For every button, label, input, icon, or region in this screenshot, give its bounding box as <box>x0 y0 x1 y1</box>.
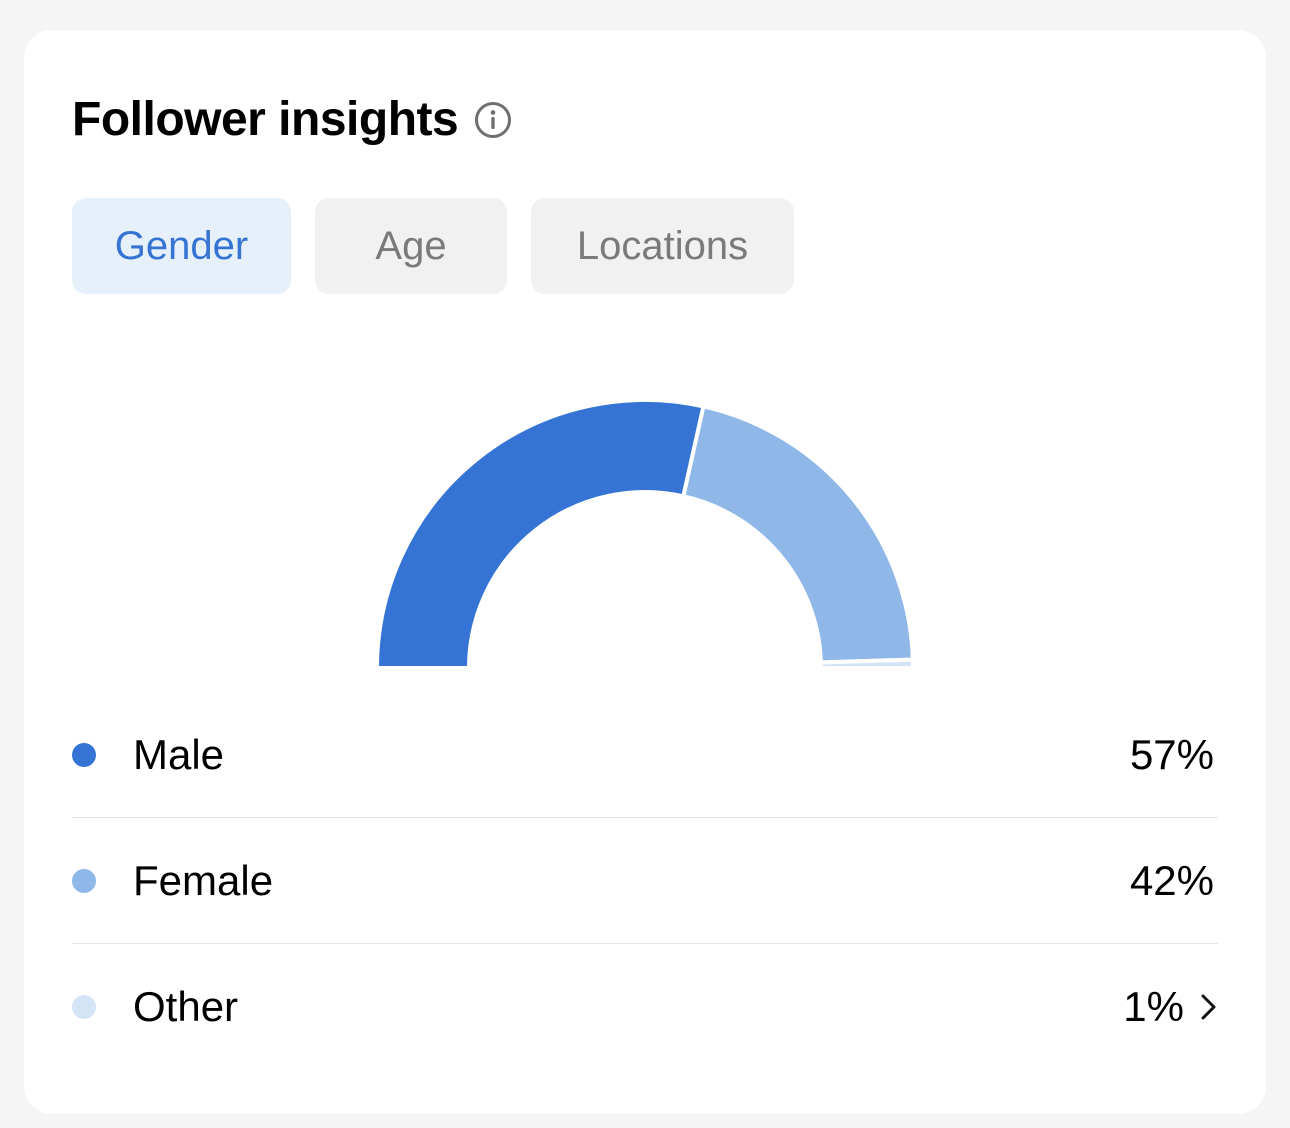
card-header: Follower insights <box>72 92 512 147</box>
tab-bar: Gender Age Locations <box>72 198 794 294</box>
slice-female <box>681 404 915 665</box>
legend-dot-other <box>72 995 96 1019</box>
legend-label-female: Female <box>133 856 274 904</box>
tab-locations[interactable]: Locations <box>531 198 794 294</box>
tab-gender[interactable]: Gender <box>72 198 291 294</box>
legend-label-male: Male <box>133 730 225 778</box>
legend-dot-male <box>72 742 96 767</box>
gender-legend: Male 57% Female 42% Other 1% <box>72 692 1218 1070</box>
gender-half-donut-chart <box>374 398 916 670</box>
legend-row-male: Male 57% <box>72 692 1218 818</box>
info-icon[interactable] <box>474 101 512 139</box>
legend-dot-female <box>72 868 96 893</box>
legend-row-female: Female 42% <box>72 818 1218 944</box>
legend-value-female: 42% <box>1129 856 1214 904</box>
tab-age[interactable]: Age <box>315 198 507 294</box>
legend-value-other: 1% <box>1123 983 1184 1030</box>
slice-other <box>818 657 916 670</box>
legend-row-other[interactable]: Other 1% <box>72 944 1218 1070</box>
card-title: Follower insights <box>72 93 459 146</box>
legend-label-other: Other <box>133 983 239 1030</box>
follower-insights-card: Follower insights Gender Age Locations M… <box>24 30 1266 1114</box>
chevron-right-icon[interactable] <box>1198 990 1220 1024</box>
legend-value-male: 57% <box>1129 730 1214 778</box>
slice-male <box>374 398 706 670</box>
